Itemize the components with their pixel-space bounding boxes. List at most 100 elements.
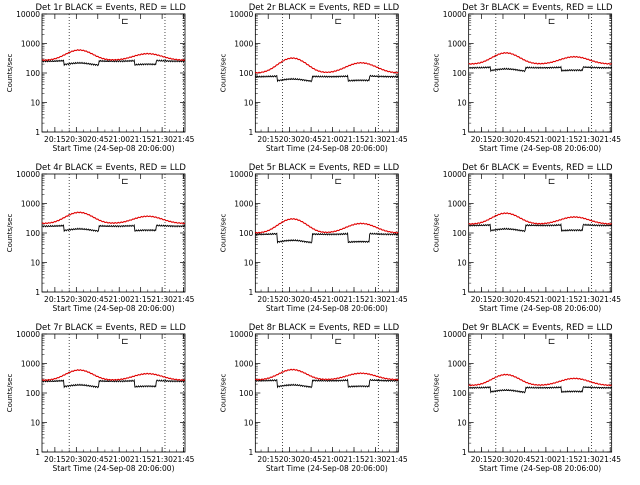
attenuator-marker: ⊏ bbox=[548, 337, 556, 347]
detector-panel-9: Det 9r BLACK = Events, RED = LLD 1 10 100 10… bbox=[433, 323, 622, 473]
x-tick-label: 21:15 bbox=[130, 455, 152, 464]
x-tick-label: 20:45 bbox=[514, 135, 536, 144]
y-tick-label: 100 bbox=[26, 69, 41, 78]
attenuator-marker: ⊏ bbox=[548, 17, 556, 27]
x-tick-label: 21:30 bbox=[365, 295, 387, 304]
y-tick-label: 10000 bbox=[229, 170, 253, 179]
panel-title: Det 5r BLACK = Events, RED = LLD bbox=[249, 163, 400, 173]
x-tick-label: 20:15 bbox=[44, 135, 66, 144]
x-tick-label: 21:30 bbox=[365, 455, 387, 464]
x-tick-label: 20:15 bbox=[471, 455, 493, 464]
y-tick-label: 10000 bbox=[443, 10, 467, 19]
x-tick-label: 20:45 bbox=[87, 455, 109, 464]
events-series-line bbox=[255, 74, 399, 83]
x-tick-label: 21:00 bbox=[322, 135, 344, 144]
y-tick-label: 10000 bbox=[16, 330, 40, 339]
events-series-line bbox=[255, 231, 399, 244]
x-tick-label: 21:30 bbox=[151, 295, 173, 304]
x-tick-label: 21:45 bbox=[173, 455, 195, 464]
x-tick-label: 20:30 bbox=[66, 455, 88, 464]
x-tick-label: 21:15 bbox=[557, 295, 579, 304]
y-tick-label: 1000 bbox=[21, 40, 40, 49]
y-tick-label: 100 bbox=[452, 389, 467, 398]
x-tick-label: 21:00 bbox=[108, 295, 130, 304]
y-tick-label: 10000 bbox=[16, 170, 40, 179]
y-tick-label: 1 bbox=[462, 448, 467, 457]
panel-title: Det 8r BLACK = Events, RED = LLD bbox=[249, 323, 400, 333]
y-tick-label: 1000 bbox=[234, 200, 253, 209]
x-tick-label: 20:30 bbox=[279, 455, 301, 464]
events-series-line bbox=[468, 385, 613, 394]
y-axis-label: Counts/sec bbox=[433, 54, 441, 93]
detector-panel-6: Det 6r BLACK = Events, RED = LLD 1 10 100 10… bbox=[433, 163, 622, 313]
x-tick-label: 21:45 bbox=[386, 295, 408, 304]
x-tick-label: 21:30 bbox=[151, 455, 173, 464]
x-tick-label: 21:00 bbox=[108, 455, 130, 464]
x-tick-label: 21:45 bbox=[386, 455, 408, 464]
y-tick-label: 10000 bbox=[443, 330, 467, 339]
x-tick-label: 21:45 bbox=[173, 135, 195, 144]
y-tick-label: 10 bbox=[30, 99, 40, 108]
lld-series-line bbox=[254, 57, 399, 74]
plot-frame bbox=[254, 333, 399, 453]
y-tick-label: 1 bbox=[35, 448, 40, 457]
y-tick-label: 1000 bbox=[234, 360, 253, 369]
y-axis-label: Counts/sec bbox=[219, 214, 227, 253]
x-tick-label: 21:15 bbox=[557, 135, 579, 144]
y-axis-label: Counts/sec bbox=[219, 54, 227, 93]
y-tick-label: 10 bbox=[457, 419, 467, 428]
events-series-line bbox=[41, 378, 186, 389]
x-tick-label: 20:45 bbox=[87, 295, 109, 304]
plot-frame bbox=[41, 173, 186, 293]
y-axis-label: Counts/sec bbox=[6, 54, 14, 93]
lld-series-line bbox=[41, 369, 186, 382]
y-tick-label: 10 bbox=[457, 259, 467, 268]
plot-frame bbox=[468, 13, 613, 133]
x-tick-label: 20:30 bbox=[66, 295, 88, 304]
y-tick-label: 10 bbox=[244, 99, 254, 108]
x-axis-label: Start Time (24-Sep-08 20:06:00) bbox=[53, 144, 175, 153]
panel-title: Det 7r BLACK = Events, RED = LLD bbox=[35, 323, 186, 333]
y-tick-label: 100 bbox=[239, 69, 254, 78]
x-tick-label: 20:15 bbox=[44, 295, 66, 304]
plot-frame bbox=[41, 13, 186, 133]
attenuator-marker: ⊏ bbox=[548, 177, 556, 187]
events-series-line bbox=[255, 378, 399, 389]
detector-panel-2: Det 2r BLACK = Events, RED = LLD 1 10 100 10… bbox=[219, 3, 408, 153]
panel-title: Det 2r BLACK = Events, RED = LLD bbox=[249, 3, 400, 13]
x-tick-label: 21:30 bbox=[578, 135, 600, 144]
x-axis-label: Start Time (24-Sep-08 20:06:00) bbox=[479, 144, 601, 153]
y-tick-label: 1 bbox=[249, 288, 254, 297]
x-tick-label: 20:15 bbox=[257, 455, 279, 464]
detector-panel-7: Det 7r BLACK = Events, RED = LLD 1 10 100 10… bbox=[6, 323, 195, 473]
x-axis-label: Start Time (24-Sep-08 20:06:00) bbox=[53, 464, 175, 473]
x-tick-label: 21:30 bbox=[365, 135, 387, 144]
x-tick-label: 21:45 bbox=[599, 295, 621, 304]
lld-series-line bbox=[468, 373, 612, 387]
x-tick-label: 21:45 bbox=[599, 455, 621, 464]
x-tick-label: 20:15 bbox=[44, 455, 66, 464]
x-tick-label: 21:15 bbox=[343, 135, 365, 144]
x-tick-label: 21:00 bbox=[535, 135, 557, 144]
x-tick-label: 21:15 bbox=[343, 455, 365, 464]
x-tick-label: 21:30 bbox=[151, 135, 173, 144]
x-tick-label: 21:15 bbox=[343, 295, 365, 304]
attenuator-marker: ⊏ bbox=[334, 177, 342, 187]
y-tick-label: 10000 bbox=[229, 330, 253, 339]
y-tick-label: 1 bbox=[35, 288, 40, 297]
y-tick-label: 100 bbox=[26, 229, 41, 238]
y-tick-label: 1 bbox=[249, 128, 254, 137]
x-axis-label: Start Time (24-Sep-08 20:06:00) bbox=[479, 464, 601, 473]
attenuator-marker: ⊏ bbox=[334, 337, 342, 347]
x-tick-label: 21:45 bbox=[173, 295, 195, 304]
panel-title: Det 9r BLACK = Events, RED = LLD bbox=[462, 323, 613, 333]
panel-title: Det 1r BLACK = Events, RED = LLD bbox=[35, 3, 186, 13]
x-tick-label: 20:45 bbox=[300, 455, 322, 464]
y-tick-label: 100 bbox=[239, 389, 254, 398]
y-tick-label: 10000 bbox=[443, 170, 467, 179]
x-tick-label: 21:30 bbox=[578, 455, 600, 464]
x-tick-label: 20:15 bbox=[471, 135, 493, 144]
x-tick-label: 21:15 bbox=[130, 295, 152, 304]
